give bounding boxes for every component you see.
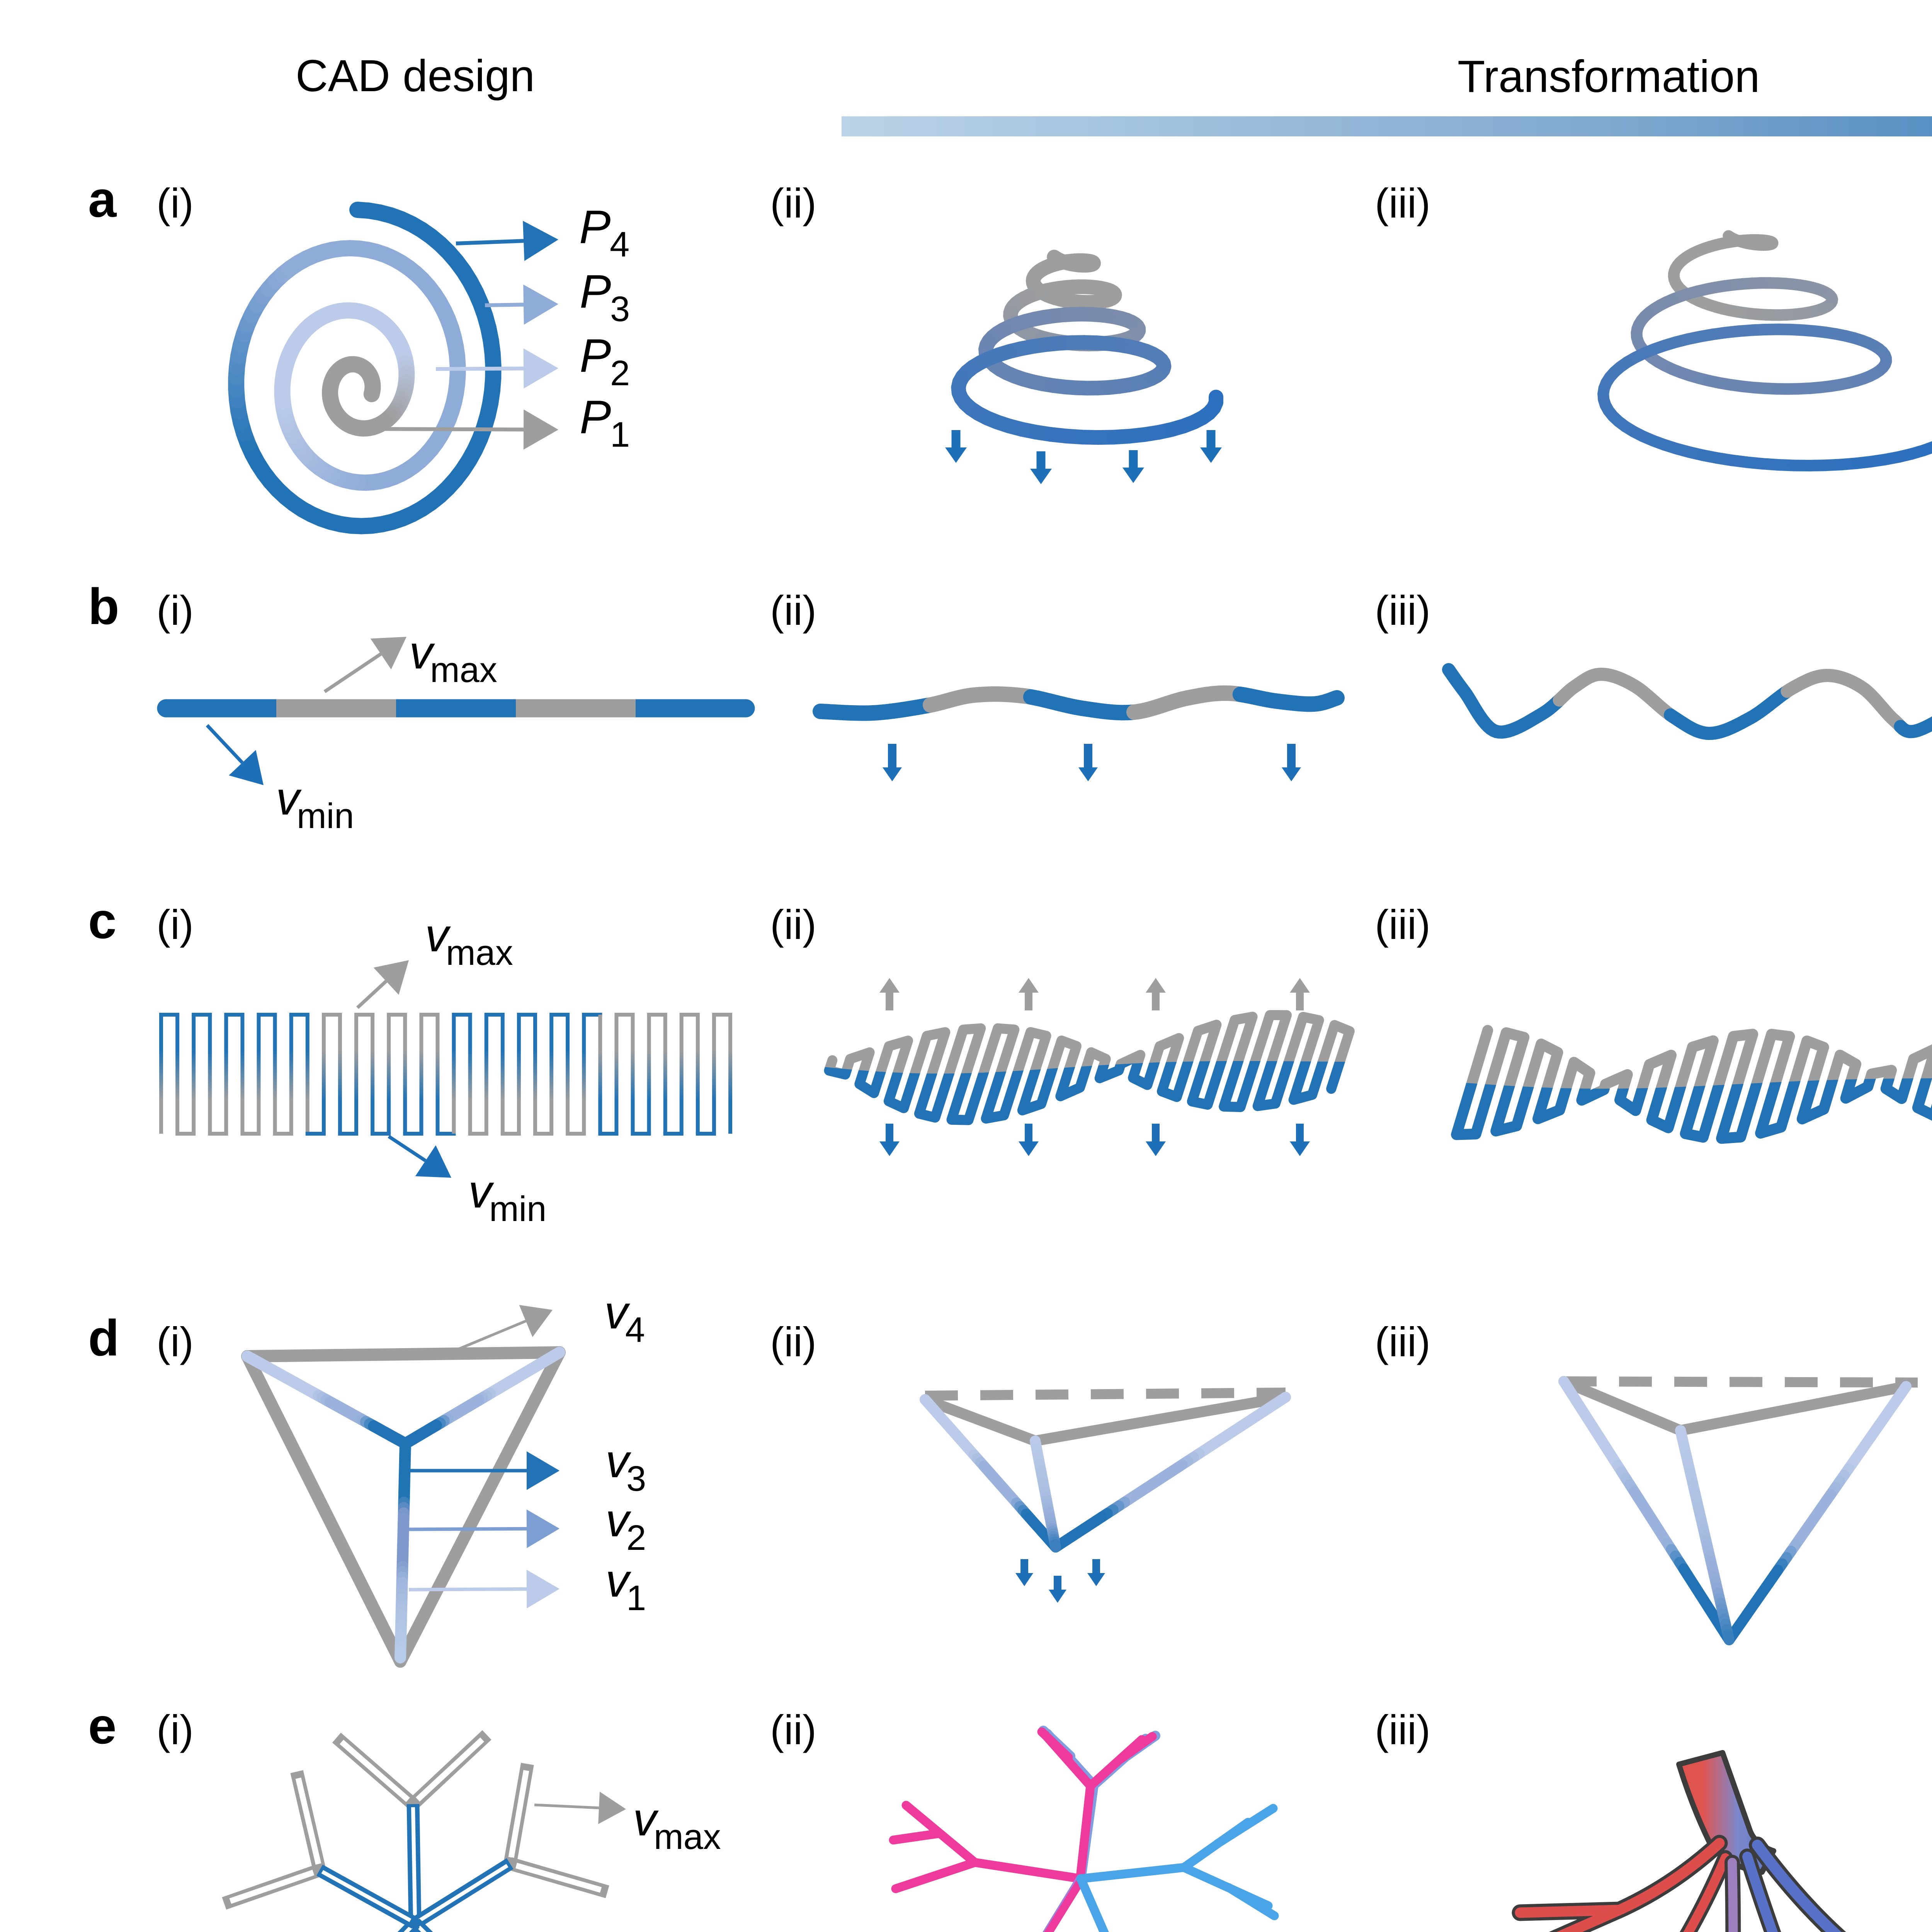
svg-text:(i): (i) [156,1706,194,1753]
svg-text:2: 2 [610,354,630,393]
svg-text:v: v [604,1286,630,1338]
svg-text:(ii): (ii) [770,1706,816,1753]
svg-text:(iii): (iii) [1375,1706,1430,1753]
svg-text:(i): (i) [156,901,194,948]
svg-text:P: P [580,265,611,318]
svg-text:v: v [605,1435,631,1487]
svg-text:v: v [468,1165,494,1218]
svg-text:Transformation: Transformation [1458,51,1760,102]
svg-text:v: v [276,772,302,825]
svg-text:(iii): (iii) [1375,1318,1430,1365]
svg-text:v: v [425,909,451,961]
svg-text:P: P [580,329,611,382]
svg-text:max: max [654,1817,721,1857]
svg-text:1: 1 [610,415,630,454]
svg-text:(ii): (ii) [770,1318,816,1365]
svg-text:1: 1 [626,1578,646,1618]
svg-text:v: v [605,1494,631,1546]
svg-text:a: a [88,171,117,228]
svg-text:d: d [88,1310,119,1366]
svg-text:4: 4 [610,225,629,264]
svg-text:(i): (i) [156,1318,194,1365]
svg-text:v: v [605,1554,631,1607]
svg-text:(iii): (iii) [1375,180,1430,226]
svg-text:(i): (i) [156,180,194,226]
svg-text:b: b [88,578,119,635]
svg-text:(i): (i) [156,587,194,634]
svg-text:3: 3 [626,1459,646,1498]
svg-text:min: min [297,796,354,836]
svg-text:3: 3 [610,289,630,329]
svg-text:c: c [88,892,116,949]
svg-text:e: e [88,1697,116,1754]
svg-text:P: P [580,391,611,443]
svg-text:(iii): (iii) [1375,587,1430,634]
svg-text:(ii): (ii) [770,180,816,226]
svg-text:P: P [579,201,611,253]
svg-text:(ii): (ii) [770,901,816,948]
svg-text:2: 2 [626,1518,646,1558]
svg-text:CAD design: CAD design [296,51,535,101]
svg-text:min: min [489,1189,546,1229]
svg-text:v: v [409,626,435,679]
svg-text:v: v [633,1793,659,1845]
svg-text:(iii): (iii) [1375,901,1430,948]
svg-text:max: max [430,650,497,690]
svg-text:4: 4 [625,1310,645,1350]
svg-text:max: max [446,933,513,973]
svg-text:(ii): (ii) [770,587,816,634]
